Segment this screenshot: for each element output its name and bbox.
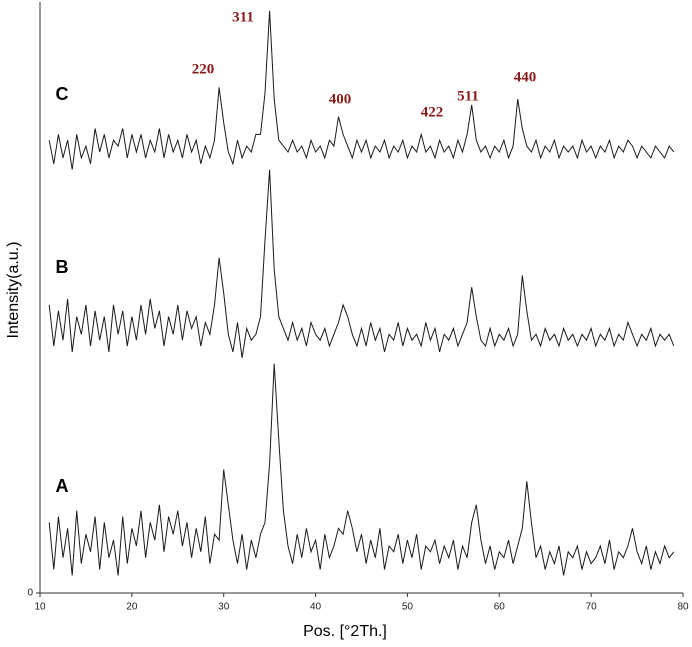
peak-label: 400 [329, 91, 352, 107]
x-tick-label: 10 [34, 602, 46, 613]
xrd-trace [48, 169, 675, 358]
x-tick-label: 30 [218, 602, 230, 613]
peak-label: 511 [457, 88, 479, 104]
series-label: C [56, 84, 69, 104]
x-axis-label: Pos. [°2Th.] [303, 623, 387, 640]
x-tick-label: 20 [126, 602, 138, 613]
x-tick-label: 50 [402, 602, 414, 613]
peak-label: 422 [421, 104, 444, 120]
y-tick-label: 0 [27, 588, 33, 599]
peak-label: 311 [232, 9, 254, 25]
xrd-trace [48, 363, 675, 576]
x-tick-label: 60 [494, 602, 506, 613]
peak-label: 440 [514, 69, 537, 85]
x-tick-label: 40 [310, 602, 322, 613]
series-label: B [56, 257, 69, 277]
peak-label: 220 [192, 61, 215, 77]
y-axis-label: Intensity(a.u.) [5, 242, 22, 339]
x-tick-label: 70 [586, 602, 598, 613]
xrd-trace [48, 10, 675, 170]
series-label: A [56, 476, 69, 496]
x-tick-label: 80 [677, 602, 689, 613]
